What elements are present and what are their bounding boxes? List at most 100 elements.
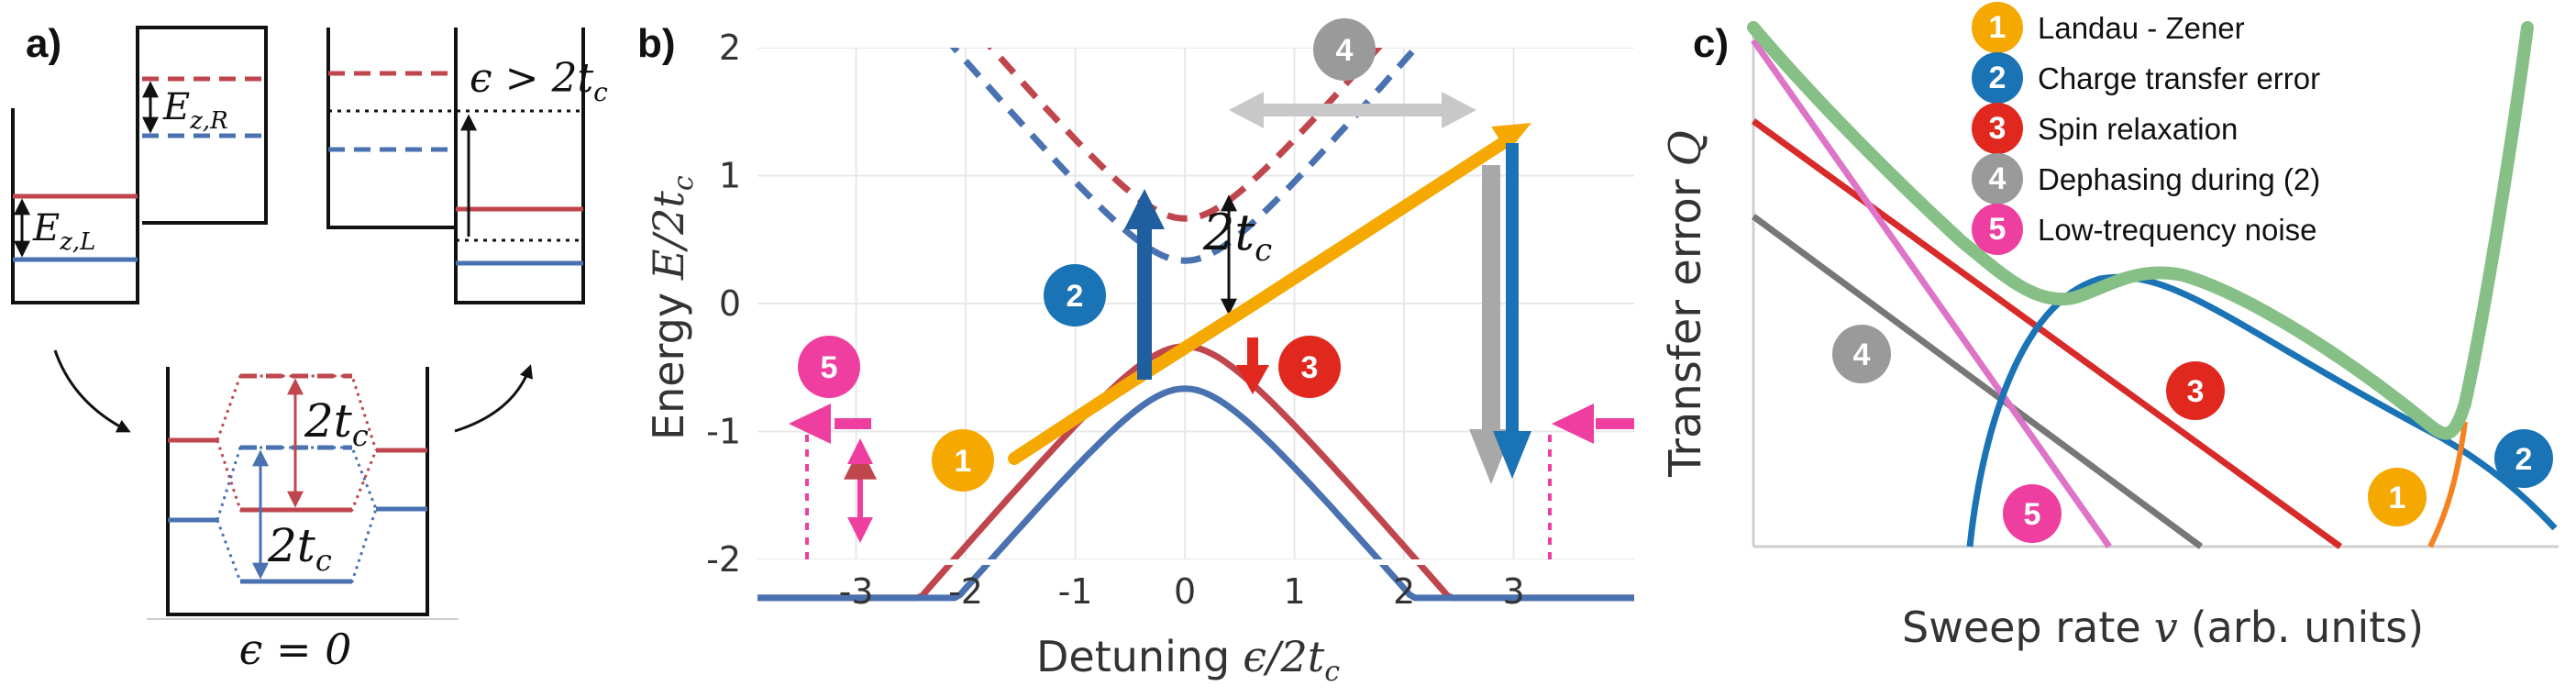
svg-text:1: 1 [2389,481,2406,515]
x-tick-label: 2 [1393,571,1415,612]
badge-c-1: 1 [2368,468,2427,526]
badge-c-5: 5 [2003,484,2062,543]
legend-badge-number: 3 [1989,111,2007,146]
noise-arrow-right-head [1552,404,1594,444]
legend-badge-number: 5 [1989,212,2007,247]
curve-landau-zener [2427,421,2468,548]
badge-b-1: 1 [932,429,994,492]
legend-badge [1972,204,2023,255]
charge-transfer-arrowhead [1124,189,1165,229]
curved-arrow-left [53,349,131,433]
panel-a: a) Ez,L Ez,R ϵ > 2tc [11,21,608,674]
curve-low-frequency-noise [1751,38,2112,549]
dephasing-arrowhead-left [1229,92,1264,128]
return-arrowhead-blue [1493,431,1531,479]
curve-dephasing [1751,214,2204,549]
hybrid-blue-upper-dotted [216,446,378,521]
panel-c-ylabel: Transfer errorQ [1660,130,1711,478]
svg-text:5: 5 [821,350,838,385]
panel-b-xlabel: Detuning ϵ/2tc [1036,632,1340,688]
legend-badge [1972,103,2023,154]
svg-text:4: 4 [1853,337,1871,372]
badge-c-3: 3 [2166,361,2225,420]
charge-transfer-arrow-shaft [1137,227,1152,380]
gap-label: 2tc [1202,204,1272,269]
spin-relax-arrow-shaft [1247,337,1258,369]
legend-badge-number: 2 [1989,61,2007,95]
ez-l-label: Ez,L [32,207,95,256]
well-outline-right-b [454,28,585,304]
svg-text:2: 2 [1067,279,1084,314]
panel-a-label: a) [26,21,61,66]
y-tick-label: 1 [719,156,741,196]
energy-curve-1 [757,385,1634,602]
legend-label: Low-trequency noise [2038,213,2317,247]
svg-text:1: 1 [955,444,972,479]
svg-text:4: 4 [1336,33,1354,68]
two-tc-top-label: 2tc [304,394,369,453]
two-tc-bottom-label: 2tc [267,519,332,578]
panel-b-label: b) [637,21,676,66]
legend-label: Landau - Zener [2038,11,2245,45]
panel-c-label: c) [1693,21,1729,66]
legend-badge [1972,2,2023,53]
well-outline-right-a [326,28,456,229]
y-tick-label: -1 [706,412,741,452]
sweep-arrowhead-orange [1491,123,1531,152]
mask-left [702,0,757,563]
curve-charge-transfer-error [1966,273,2558,548]
panel-b-plot: -3 -2 -1 0 1 2 3 -2 -1 0 1 2 [702,0,1634,612]
curve-envelope-total [1747,21,2534,440]
badge-b-2: 2 [1044,264,1106,326]
svg-text:2: 2 [2515,442,2533,477]
curve-spin-relaxation [1751,118,2343,549]
legend-label: Dephasing during (2) [2038,162,2320,196]
double-well-top-left [11,26,268,304]
double-well-top-right [326,28,585,304]
legend-entry: 4 Dephasing during (2) [1972,153,2320,205]
noise-vertical-head-up [847,438,873,464]
dephasing-down-shaft-gray [1482,165,1500,431]
legend-badge-number: 4 [1989,161,2007,196]
panel-c-xlabel: Sweep rate v (arb. units) [1902,603,2424,652]
badge-b-3: 3 [1278,336,1341,398]
sweep-arrow-orange [1008,131,1518,465]
x-tick-label: 1 [1283,571,1305,612]
curved-arrow-right [454,364,533,433]
mask-top [757,0,1634,48]
y-tick-label: 0 [719,283,741,324]
well-outline-left [11,26,268,304]
noise-arrow-left-head [789,404,831,444]
svg-text:3: 3 [1301,350,1319,385]
hybrid-red-lower-dotted [216,439,378,512]
panel-b-ylabel: EnergyE/2tc [644,175,700,440]
noise-vertical-head-down [847,517,873,543]
return-arrow-shaft-blue [1506,143,1519,435]
x-tick-label: -1 [1058,571,1093,612]
panel-c: c) Transfer errorQ Sweep rate v (arb. unit… [1660,2,2559,652]
legend-label: Spin relaxation [2038,112,2238,146]
x-tick-label: -2 [948,571,983,612]
well-outline-bottom [166,367,429,616]
badge-b-5: 5 [798,336,860,398]
legend-entry: 3 Spin relaxation [1972,103,2238,154]
legend-entry: 1 Landau - Zener [1972,2,2245,53]
x-tick-label: 3 [1502,571,1524,612]
ez-r-label: Ez,R [162,86,228,135]
legend-badge-number: 1 [1989,10,2007,45]
svg-text:5: 5 [2024,497,2041,532]
badge-c-4: 4 [1832,325,1891,383]
svg-text:3: 3 [2187,374,2205,409]
legend-entry: 2 Charge transfer error [1972,52,2320,104]
badge-c-2: 2 [2494,429,2553,488]
legend-entry: 5 Low-trequency noise [1972,204,2317,255]
panel-c-legend: 1 Landau - Zener 2 Charge transfer error 3 Sp… [1972,2,2320,255]
spin-relax-arrowhead [1236,365,1269,394]
x-tick-label: -3 [839,571,874,612]
y-tick-label: 2 [719,28,741,68]
legend-label: Charge transfer error [2038,61,2320,95]
mask-bottom [757,559,1634,565]
legend-badge [1972,153,2023,205]
legend-badge [1972,52,2023,104]
